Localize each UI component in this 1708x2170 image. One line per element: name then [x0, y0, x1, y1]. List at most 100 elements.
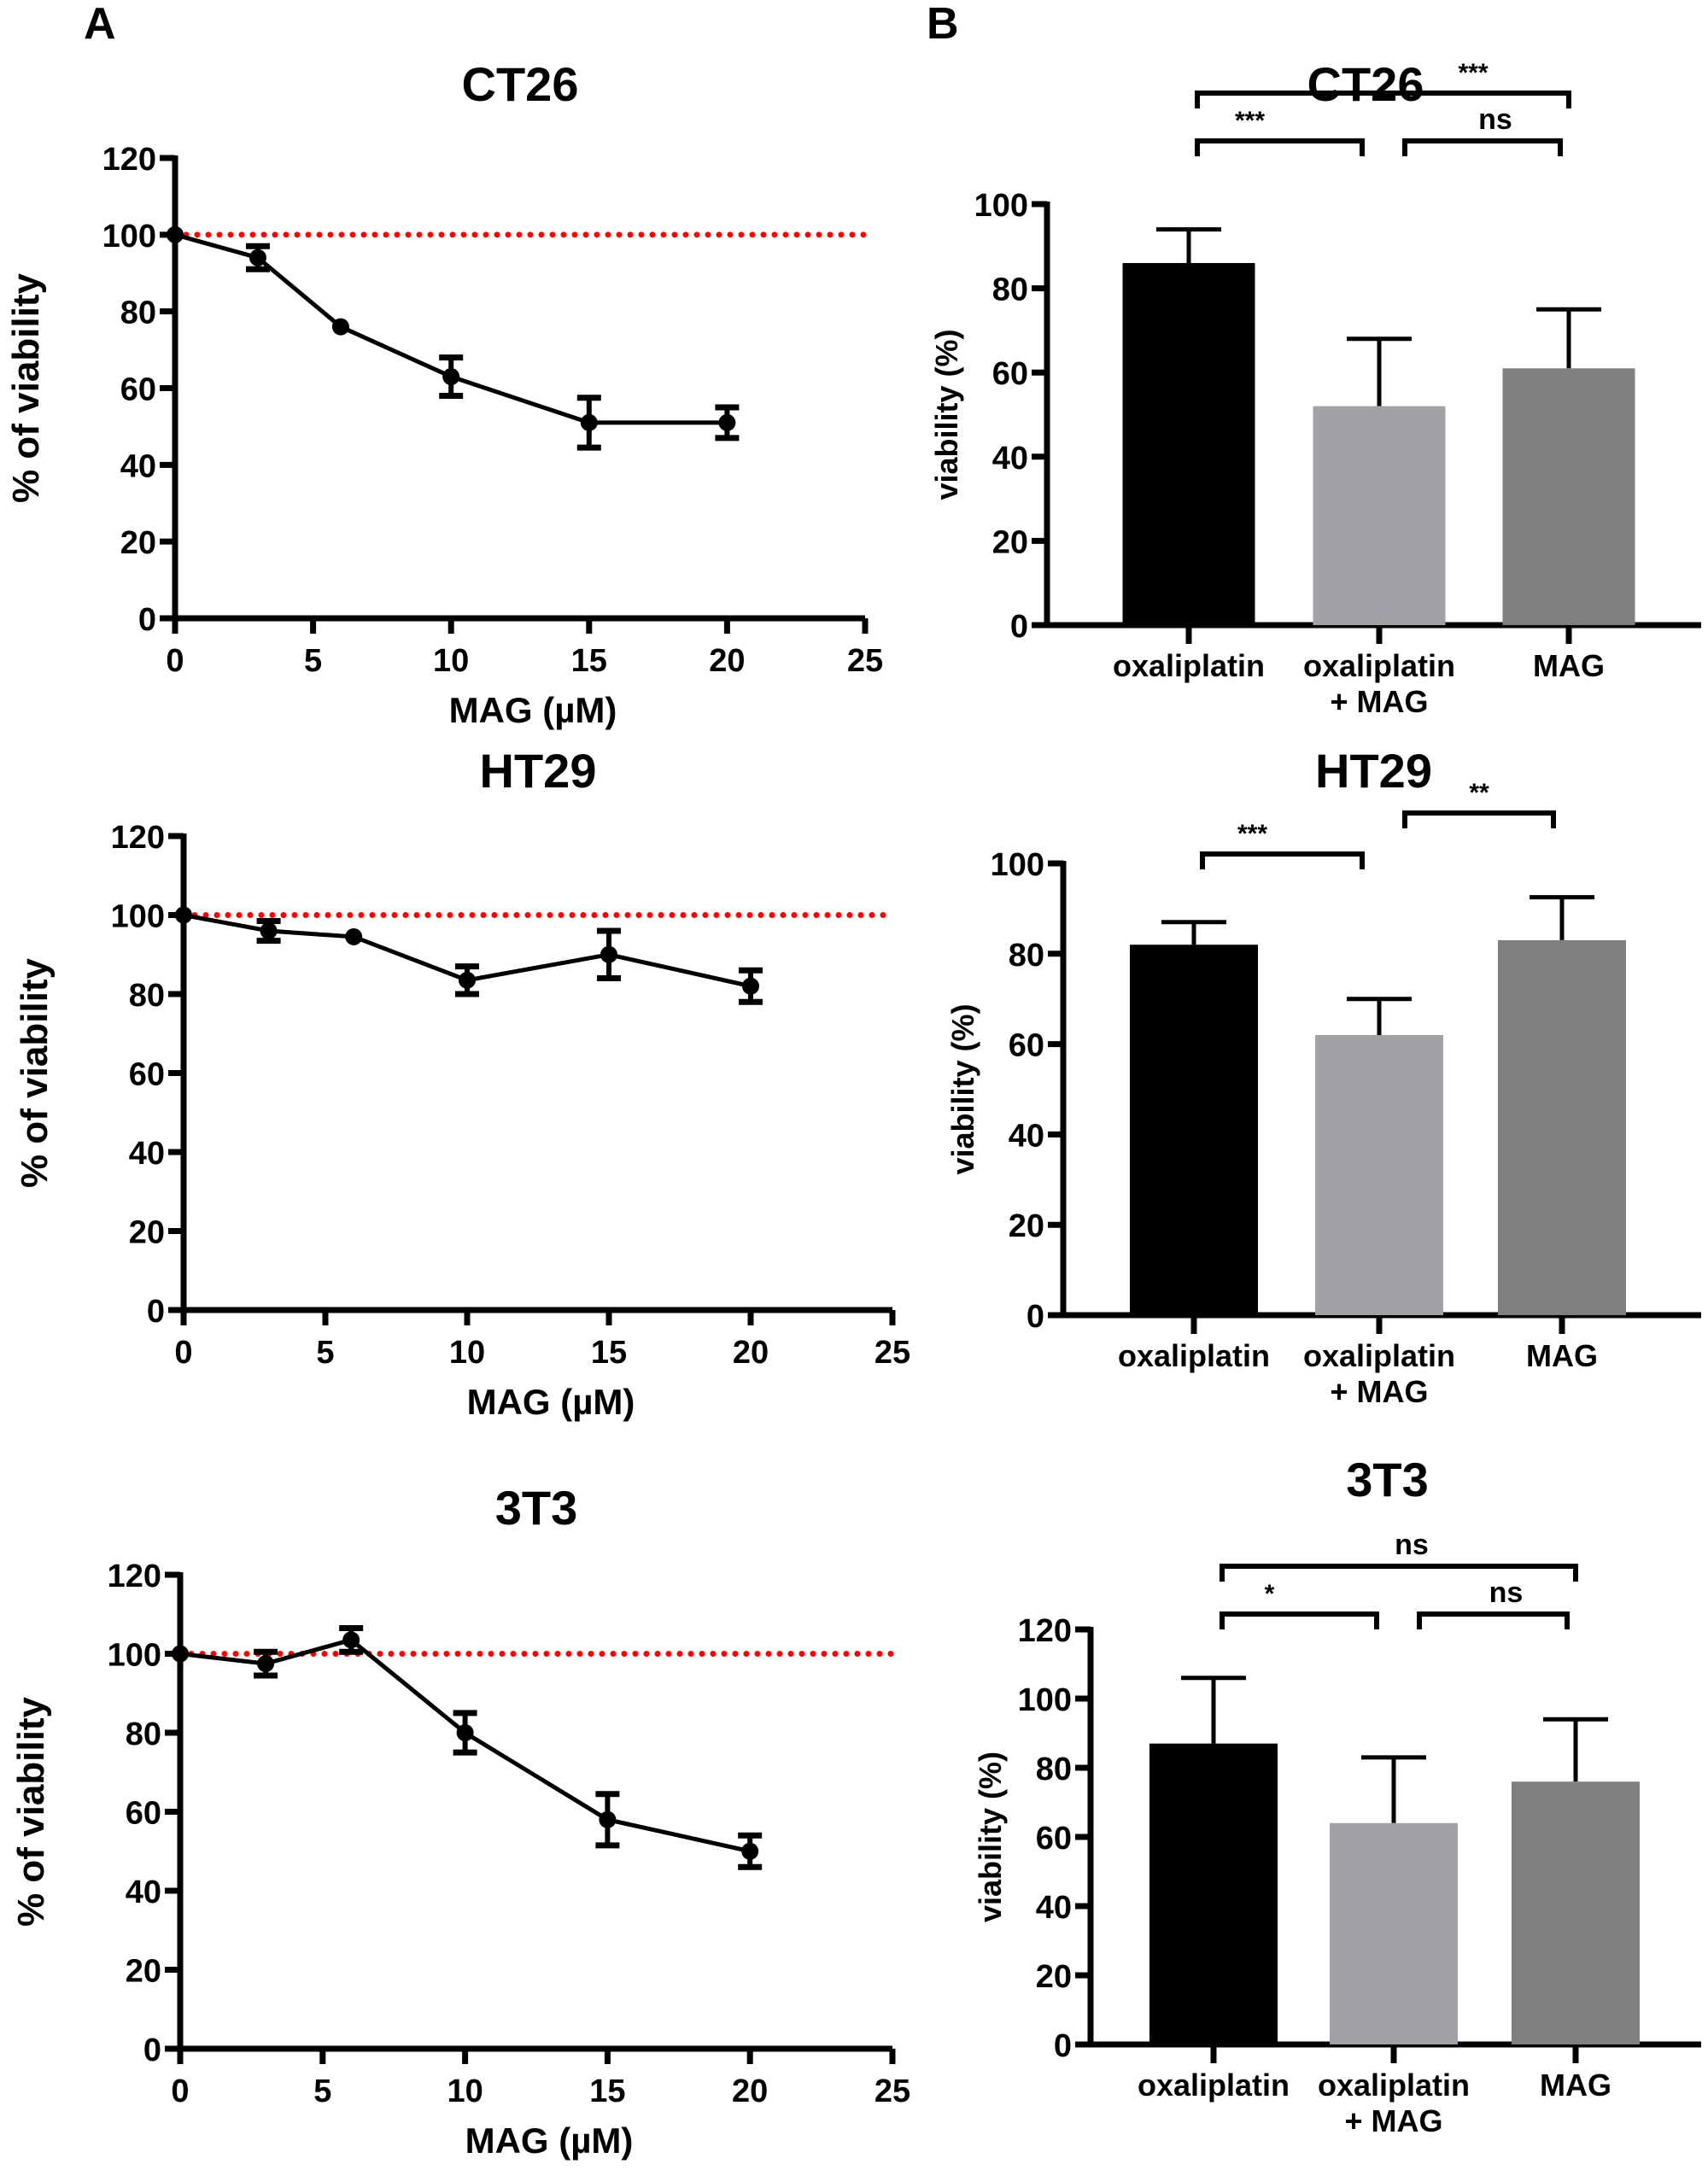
- x-tick-label: 5: [316, 1335, 334, 1371]
- significance-bracket: [1200, 851, 1365, 869]
- data-point: [742, 977, 759, 995]
- significance-label: *: [1265, 1580, 1275, 1608]
- x-tick-label: 5: [313, 2073, 331, 2109]
- bar: [1130, 945, 1258, 1315]
- y-tick-label: 20: [126, 1954, 161, 1990]
- x-tick-label: + MAG: [1344, 2103, 1442, 2138]
- x-tick-label: 20: [709, 643, 745, 679]
- x-tick-label: + MAG: [1330, 1374, 1428, 1409]
- x-tick-label: 0: [171, 2073, 189, 2109]
- bar: [1512, 1781, 1640, 2044]
- x-axis-label: MAG (µM): [465, 2120, 634, 2161]
- significance-label: ***: [1458, 59, 1488, 87]
- bar: [1330, 1822, 1458, 2044]
- data-point: [249, 249, 266, 266]
- y-tick-label: 80: [1009, 938, 1044, 974]
- x-tick-label: MAG: [1526, 1338, 1598, 1373]
- data-point: [442, 368, 460, 386]
- x-tick-label: 25: [874, 1335, 910, 1371]
- data-point: [167, 225, 184, 243]
- y-tick-label: 100: [1018, 1682, 1072, 1718]
- y-tick-label: 100: [111, 899, 165, 935]
- series-line: [179, 1637, 751, 1854]
- y-tick-label: 80: [1036, 1752, 1072, 1787]
- chart-a-ht29: HT29 0 20 40 60 80 100 120 % of viability 0 5 10 15 2…: [14, 744, 910, 1422]
- significance-bracket: [1402, 138, 1563, 156]
- y-tick-label: 100: [108, 1638, 161, 1674]
- chart-title: CT26: [1307, 57, 1424, 111]
- y-tick-label: 80: [992, 272, 1028, 308]
- data-point: [172, 1645, 189, 1663]
- series-line: [174, 232, 728, 425]
- y-tick-label: 20: [1009, 1208, 1044, 1244]
- chart-a-3t3: 3T3 0 20 40 60 80 100 120 % of viability 0 5 10 15 20…: [10, 1481, 910, 2161]
- y-tick-label: 80: [120, 295, 156, 331]
- y-axis-label: viability (%): [929, 329, 964, 500]
- x-tick-label: oxaliplatin: [1303, 648, 1455, 683]
- y-tick-label: 40: [126, 1875, 161, 1910]
- x-axis-label: MAG (µM): [449, 690, 617, 730]
- y-tick-label: 0: [147, 1294, 165, 1330]
- bar: [1313, 406, 1446, 625]
- x-tick-label: 20: [733, 1335, 769, 1371]
- significance-label: ns: [1478, 103, 1512, 136]
- data-point: [331, 318, 349, 336]
- bar: [1498, 939, 1626, 1315]
- bar: [1122, 263, 1255, 625]
- series-line: [183, 913, 752, 989]
- y-tick-label: 0: [1054, 2028, 1072, 2064]
- significance-label: ***: [1237, 820, 1267, 848]
- chart-title: CT26: [462, 57, 579, 111]
- y-axis-label: % of viability: [10, 1697, 52, 1927]
- data-point: [599, 1810, 617, 1828]
- x-tick-label: oxaliplatin: [1118, 1338, 1270, 1373]
- data-point: [600, 945, 617, 963]
- significance-bracket: [1220, 1611, 1379, 1629]
- x-tick-label: MAG: [1540, 2068, 1611, 2103]
- x-tick-label: 10: [433, 643, 469, 679]
- x-tick-label: 0: [174, 1335, 192, 1371]
- y-tick-label: 120: [1018, 1613, 1072, 1649]
- significance-bracket: [1402, 810, 1556, 828]
- x-tick-label: oxaliplatin: [1113, 648, 1265, 683]
- chart-title: 3T3: [1346, 1453, 1429, 1506]
- x-tick-label: 15: [589, 2073, 625, 2109]
- y-tick-label: 100: [991, 847, 1044, 883]
- y-tick-label: 100: [974, 188, 1028, 224]
- chart-title: 3T3: [495, 1481, 578, 1535]
- y-tick-label: 20: [129, 1215, 165, 1251]
- y-tick-label: 0: [1010, 609, 1028, 645]
- panel-label-b: B: [927, 0, 959, 49]
- x-tick-label: MAG: [1533, 648, 1605, 683]
- data-point: [257, 1655, 275, 1673]
- x-tick-label: 0: [166, 643, 184, 679]
- x-tick-label: + MAG: [1330, 684, 1428, 719]
- y-tick-label: 80: [129, 978, 165, 1014]
- y-tick-label: 120: [111, 820, 165, 856]
- data-point: [456, 1724, 474, 1741]
- significance-label: ns: [1395, 1529, 1429, 1561]
- significance-bracket: [1195, 138, 1365, 156]
- y-tick-label: 80: [126, 1717, 161, 1752]
- data-point: [342, 1631, 360, 1649]
- data-point: [741, 1842, 759, 1860]
- y-axis-label: viability (%): [945, 1003, 980, 1174]
- y-tick-label: 40: [129, 1136, 165, 1172]
- chart-b-ct26: CT26 0 20 40 60 80 100 viability (%) oxaliplatin…: [929, 57, 1701, 719]
- chart-title: HT29: [480, 744, 597, 798]
- y-tick-label: 40: [120, 448, 156, 484]
- y-tick-label: 60: [129, 1057, 165, 1093]
- y-tick-label: 120: [108, 1559, 161, 1594]
- x-tick-label: 25: [874, 2073, 910, 2109]
- x-tick-label: 20: [732, 2073, 768, 2109]
- chart-b-ht29: HT29 0 20 40 60 80 100 viability (%) oxaliplatin…: [945, 744, 1701, 1409]
- chart-a-ct26: CT26 0 20 40 60 80 100 120 % of viability 0 5 10 15 2…: [5, 57, 883, 730]
- significance-label: **: [1469, 779, 1489, 807]
- data-point: [459, 971, 476, 989]
- y-tick-label: 20: [992, 524, 1028, 560]
- x-tick-label: 5: [304, 643, 322, 679]
- y-axis-label: viability (%): [973, 1752, 1008, 1922]
- y-tick-label: 60: [992, 356, 1028, 392]
- y-tick-label: 60: [1036, 1821, 1072, 1857]
